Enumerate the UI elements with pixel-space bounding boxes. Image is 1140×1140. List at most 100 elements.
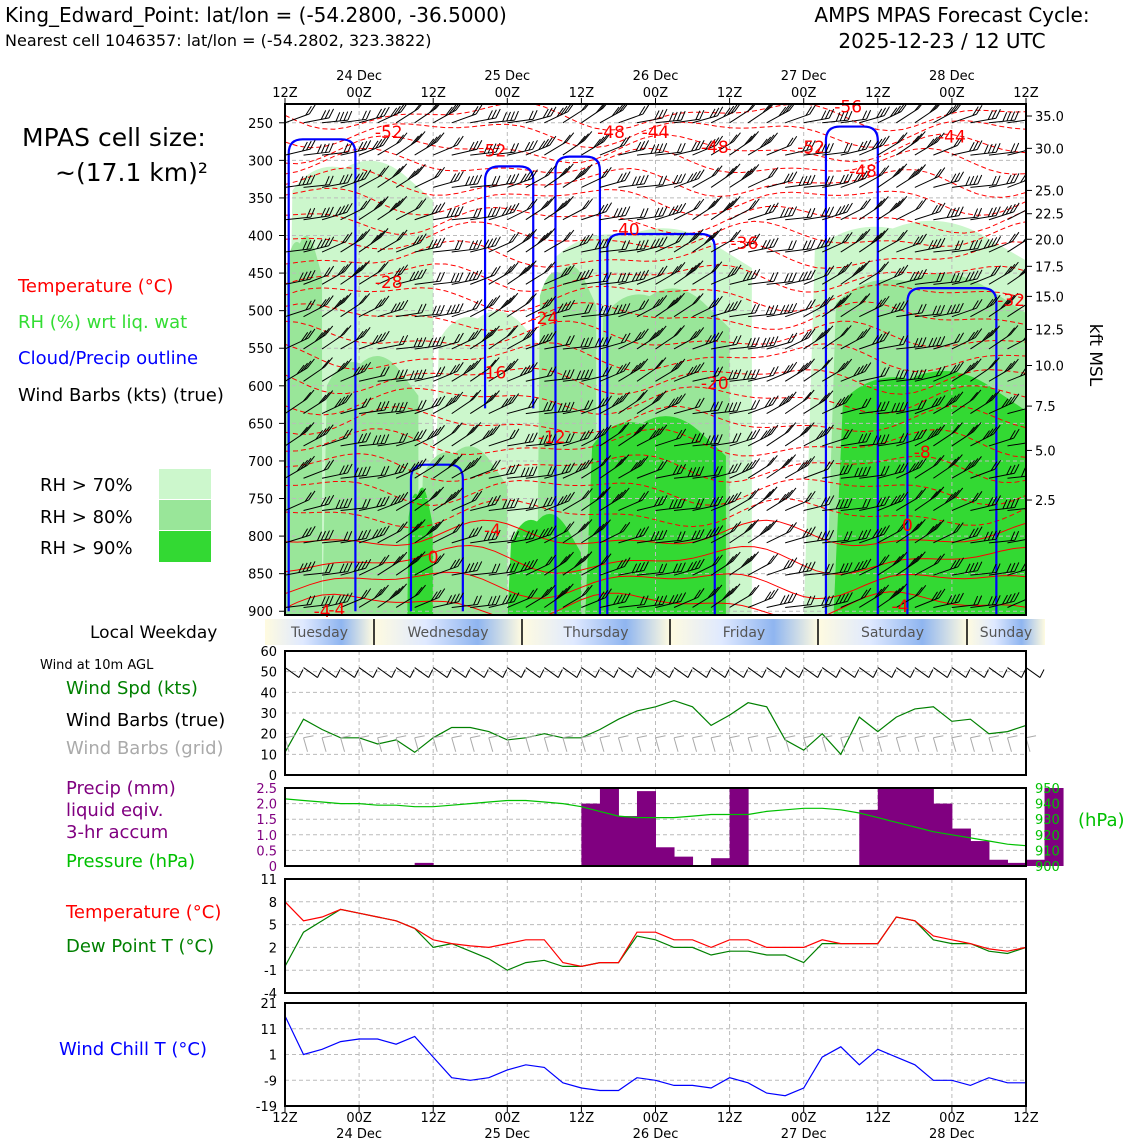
upper-barb-feather-434-1 xyxy=(806,175,812,185)
upper-barb-feather-330-1 xyxy=(676,429,683,440)
upper-barb-feather-122-2 xyxy=(430,428,438,439)
wind-barb-grid-feather-12 xyxy=(507,735,518,739)
upper-barb-feather-510-1 xyxy=(878,556,886,566)
wind-barb-true-feather-20 xyxy=(669,669,674,678)
upper-barb-feather-339-1 xyxy=(693,200,701,211)
upper-barb-feather-234-1 xyxy=(565,433,571,443)
upper-barb-shaft-559 xyxy=(914,597,940,608)
upper-barb-feather-146-0 xyxy=(477,174,483,185)
upper-barb-shaft-132 xyxy=(433,248,460,253)
upper-barb-feather-395-3 xyxy=(741,463,750,473)
upper-barb-feather-460-2 xyxy=(820,497,827,507)
upper-barb-shaft-245 xyxy=(562,277,589,285)
upper-barb-feather-144-0 xyxy=(475,104,483,115)
upper-barb-shaft-27 xyxy=(303,468,328,479)
pressure-tick-label-8: 650 xyxy=(248,417,273,432)
upper-barb-feather-7-2 xyxy=(300,332,309,342)
upper-barb-shaft-260 xyxy=(581,246,607,253)
upper-barb-feather-630-1 xyxy=(1025,303,1026,305)
upper-barb-feather-518-0 xyxy=(902,300,909,310)
upper-barb-feather-218-1 xyxy=(547,434,552,444)
upper-barb-shaft-103 xyxy=(396,345,423,350)
upper-barb-feather-214-1 xyxy=(545,297,553,308)
upper-barb-feather-401-2 xyxy=(763,136,772,147)
upper-barb-feather-90-1 xyxy=(398,433,405,443)
upper-barb-shaft-80 xyxy=(377,111,402,124)
upper-barb-feather-347-0 xyxy=(699,466,705,476)
upper-barb-shaft-436 xyxy=(785,248,812,253)
temperature-label-10: -36 xyxy=(731,234,759,254)
upper-barb-shaft-57 xyxy=(340,406,366,415)
upper-barb-feather-134-2 xyxy=(450,304,456,314)
upper-barb-feather-239-1 xyxy=(562,585,571,596)
upper-barb-feather-470-1 xyxy=(840,295,849,305)
upper-barb-feather-47-3 xyxy=(335,595,341,605)
upper-barb-feather-494-3 xyxy=(853,562,860,572)
upper-barb-feather-147-0 xyxy=(477,207,482,218)
upper-barb-feather-285-1 xyxy=(619,523,627,534)
upper-barb-feather-49-1 xyxy=(361,141,368,151)
upper-barb-feather-354-1 xyxy=(711,167,720,177)
upper-barb-feather-33-0 xyxy=(347,142,353,153)
upper-barb-feather-400-0 xyxy=(769,104,774,109)
upper-barb-feather-394-2 xyxy=(746,431,753,441)
upper-barb-feather-639-1 xyxy=(1028,590,1034,599)
upper-barb-feather-287-2 xyxy=(617,594,623,604)
upper-barb-feather-587-3 xyxy=(963,462,972,472)
upper-barb-feather-524-3 xyxy=(890,496,898,506)
upper-barb-shaft-578 xyxy=(951,183,978,188)
upper-barb-feather-29-1 xyxy=(324,530,330,540)
wind-barb-grid-12 xyxy=(506,737,512,752)
upper-barb-shaft-388 xyxy=(729,242,755,253)
upper-barb-feather-175-2 xyxy=(487,596,493,606)
upper-barb-feather-131-3 xyxy=(446,208,452,218)
upper-barb-feather-254-0 xyxy=(584,551,593,561)
upper-barb-feather-140-3 xyxy=(444,493,453,504)
upper-barb-feather-95-3 xyxy=(388,590,398,600)
upper-barb-feather-557-3 xyxy=(926,525,935,536)
upper-barb-feather-422-1 xyxy=(787,303,794,314)
upper-barb-shaft-284 xyxy=(599,496,623,511)
upper-barb-feather-45-0 xyxy=(347,531,353,541)
upper-barb-feather-569-3 xyxy=(945,397,953,408)
upper-barb-feather-192-0 xyxy=(532,110,538,120)
upper-barb-shaft-325 xyxy=(655,270,679,285)
upper-barb-shaft-511 xyxy=(859,593,882,608)
upper-barb-feather-100-0 xyxy=(419,233,427,243)
upper-barb-feather-291-0 xyxy=(643,207,649,218)
upper-barb-feather-331-1 xyxy=(676,464,683,475)
wind-barb-grid-30 xyxy=(840,737,846,752)
upper-barb-feather-450-1 xyxy=(825,175,830,186)
upper-barb-feather-651-1 xyxy=(1048,466,1052,475)
upper-barb-feather-411-0 xyxy=(769,455,778,465)
upper-barb-feather-415-1 xyxy=(768,589,775,600)
upper-barb-feather-348-0 xyxy=(699,498,705,508)
upper-barb-feather-134-0 xyxy=(458,303,464,313)
upper-barb-feather-511-2 xyxy=(874,588,883,599)
upper-barb-feather-535-0 xyxy=(921,337,927,347)
upper-barb-feather-334-0 xyxy=(680,562,686,572)
upper-barb-shaft-486 xyxy=(840,302,863,318)
upper-barb-feather-188-0 xyxy=(514,498,520,508)
upper-barb-shaft-35 xyxy=(321,211,348,221)
upper-barb-feather-311-0 xyxy=(658,325,667,336)
upper-barb-shaft-539 xyxy=(896,466,921,479)
upper-barb-feather-523-1 xyxy=(898,463,905,473)
upper-barb-feather-328-0 xyxy=(677,358,686,369)
upper-barb-feather-181-2 xyxy=(503,266,512,276)
upper-barb-feather-506-2 xyxy=(876,434,882,445)
upper-barb-feather-533-0 xyxy=(921,269,927,279)
upper-barb-feather-423-0 xyxy=(791,332,798,343)
upper-barb-feather-308-2 xyxy=(653,238,660,248)
upper-barb-shaft-88 xyxy=(377,377,404,382)
upper-barb-feather-174-1 xyxy=(491,563,497,574)
upper-barb-shaft-74 xyxy=(359,442,386,447)
upper-barb-shaft-519 xyxy=(877,343,904,350)
wind-barb-grid-21 xyxy=(673,737,679,752)
upper-barb-feather-288-0 xyxy=(642,104,650,115)
upper-barb-feather-524-2 xyxy=(894,494,901,505)
upper-barb-feather-559-2 xyxy=(931,591,938,602)
upper-barb-feather-622-0 xyxy=(1014,562,1020,572)
upper-barb-shaft-65 xyxy=(358,144,384,156)
wind-barb-grid-feather-8 xyxy=(433,735,444,739)
